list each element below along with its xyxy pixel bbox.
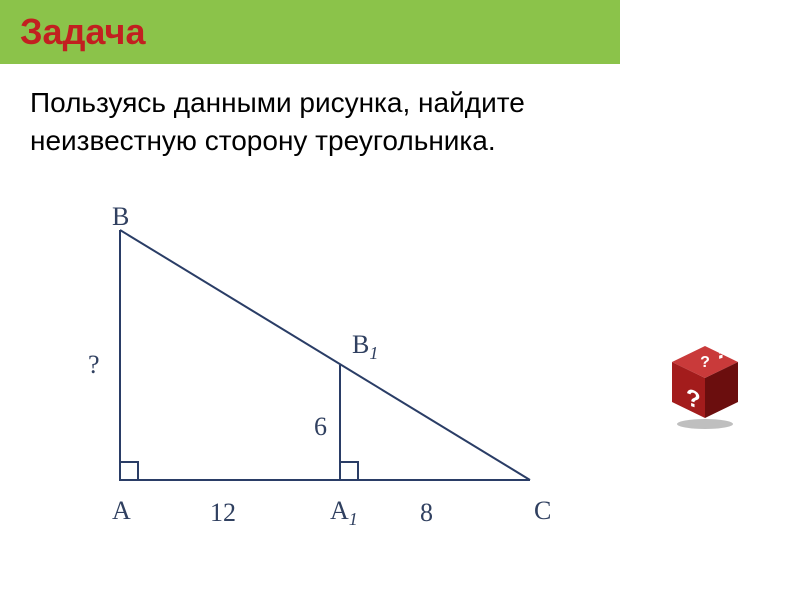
problem-line-2: неизвестную сторону треугольника.: [30, 122, 770, 160]
right-angle-marker-a1: [340, 462, 358, 480]
svg-text:?: ?: [686, 384, 701, 415]
vertex-label-c: C: [534, 496, 551, 526]
value-aa1: 12: [210, 498, 236, 528]
diagram-svg: [60, 200, 580, 530]
dice-icon: ? ? ?: [660, 340, 750, 430]
dice-svg: ? ? ?: [660, 340, 750, 430]
header-title: Задача: [20, 11, 145, 53]
vertex-label-b: B: [112, 202, 129, 232]
vertex-label-a1: A1: [330, 496, 358, 530]
value-a1c: 8: [420, 498, 433, 528]
problem-line-1: Пользуясь данными рисунка, найдите: [30, 84, 770, 122]
value-unknown: ?: [88, 350, 100, 380]
header-bar: Задача: [0, 0, 620, 64]
vertex-label-a: A: [112, 496, 131, 526]
vertex-label-b1: B1: [352, 330, 378, 364]
right-angle-marker-a: [120, 462, 138, 480]
problem-statement: Пользуясь данными рисунка, найдите неизв…: [0, 64, 800, 180]
value-b1a1: 6: [314, 412, 327, 442]
triangle-diagram: A B C A1 B1 ? 6 12 8: [60, 200, 580, 530]
line-bc: [120, 230, 530, 480]
svg-text:?: ?: [700, 354, 710, 371]
